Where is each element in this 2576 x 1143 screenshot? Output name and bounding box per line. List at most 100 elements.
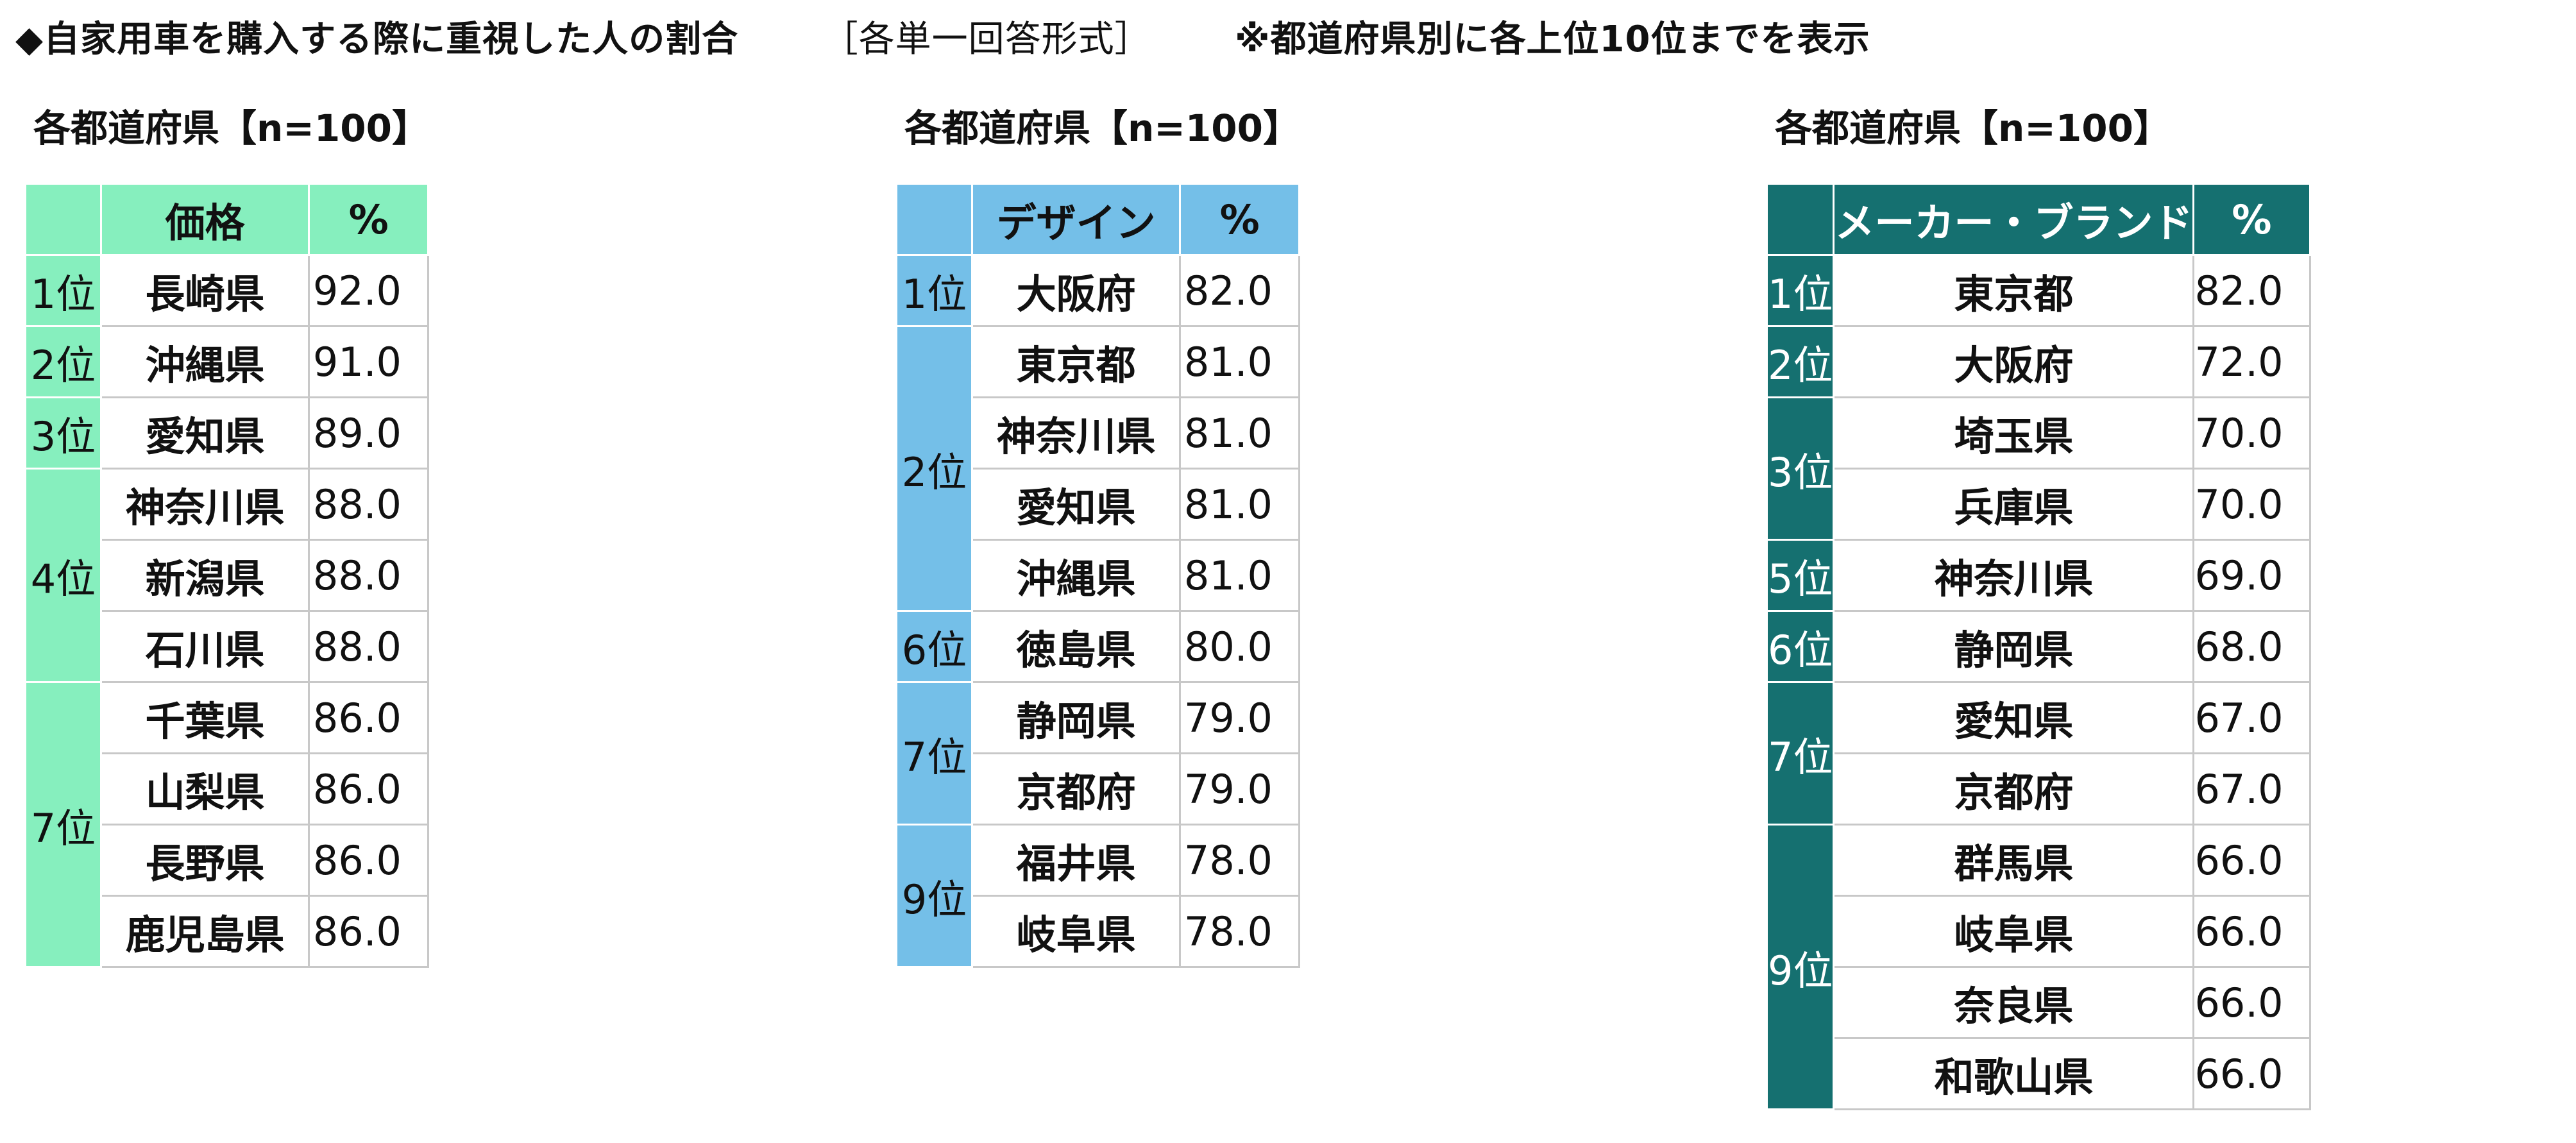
percent-cell: 82.0 xyxy=(1179,254,1300,327)
prefecture-cell: 沖縄県 xyxy=(99,325,310,398)
table-row: 奈良県 66.0 xyxy=(1767,966,2311,1039)
prefecture-cell: 千葉県 xyxy=(99,681,310,754)
prefecture-cell: 神奈川県 xyxy=(970,396,1182,470)
prefecture-cell: 静岡県 xyxy=(970,681,1182,754)
prefecture-cell: 新潟県 xyxy=(99,539,310,612)
column-header-item: 価格 xyxy=(99,183,310,256)
table-row: 山梨県 86.0 xyxy=(26,752,429,826)
prefecture-cell: 長崎県 xyxy=(99,254,310,327)
table-row: 石川県 88.0 xyxy=(26,610,429,683)
column-header-percent: % xyxy=(2192,183,2311,256)
column-header-percent: % xyxy=(1179,183,1300,256)
corner-cell xyxy=(24,183,102,256)
percent-cell: 70.0 xyxy=(2192,396,2311,470)
table-row: 長野県 86.0 xyxy=(26,824,429,897)
prefecture-cell: 東京都 xyxy=(970,325,1182,398)
percent-cell: 92.0 xyxy=(308,254,429,327)
table-row: 岐阜県 66.0 xyxy=(1767,895,2311,968)
design-ranking-table: デザイン % 1位 大阪府 82.0 2位 東京都 81.0 神奈川県 81.0 愛知県 81.0… xyxy=(895,183,1300,968)
prefecture-cell: 鹿児島県 xyxy=(99,895,310,968)
percent-cell: 89.0 xyxy=(308,396,429,470)
prefecture-cell: 愛知県 xyxy=(99,396,310,470)
percent-cell: 79.0 xyxy=(1179,681,1300,754)
percent-cell: 81.0 xyxy=(1179,396,1300,470)
table-row: 和歌山県 66.0 xyxy=(1767,1037,2311,1110)
percent-cell: 88.0 xyxy=(308,539,429,612)
table-row: 京都府 79.0 xyxy=(897,752,1300,826)
price-panel: 各都道府県【n=100】 価格 % 1位 長崎県 92.0 2位 沖縄県 91.0 3位 愛知… xyxy=(24,103,429,968)
table-row: 1位 東京都 82.0 xyxy=(1765,254,2311,327)
table-row: 7位 千葉県 86.0 xyxy=(24,681,429,968)
prefecture-cell: 沖縄県 xyxy=(970,539,1182,612)
rank-cell: 9位 xyxy=(1765,824,1835,1110)
percent-cell: 67.0 xyxy=(2192,752,2311,826)
table-row: 鹿児島県 86.0 xyxy=(26,895,429,968)
percent-cell: 88.0 xyxy=(308,610,429,683)
column-header-item: メーカー・ブランド xyxy=(1833,183,2195,256)
percent-cell: 81.0 xyxy=(1179,539,1300,612)
rank-cell: 1位 xyxy=(24,254,102,327)
percent-cell: 86.0 xyxy=(308,895,429,968)
percent-cell: 69.0 xyxy=(2192,539,2311,612)
prefecture-cell: 福井県 xyxy=(970,824,1182,897)
table-row: 神奈川県 81.0 xyxy=(897,396,1300,470)
page-title: ◆自家用車を購入する際に重視した人の割合 xyxy=(15,19,739,60)
rank-cell: 2位 xyxy=(895,325,973,612)
table-row: 兵庫県 70.0 xyxy=(1767,468,2311,541)
prefecture-cell: 兵庫県 xyxy=(1833,468,2195,541)
display-note: ※都道府県別に各上位10位までを表示 xyxy=(1235,19,1870,60)
percent-cell: 78.0 xyxy=(1179,895,1300,968)
percent-cell: 88.0 xyxy=(308,468,429,541)
table-row: 3位 埼玉県 70.0 xyxy=(1765,396,2311,541)
percent-cell: 81.0 xyxy=(1179,468,1300,541)
prefecture-cell: 京都府 xyxy=(970,752,1182,826)
table-row: 9位 福井県 78.0 xyxy=(895,824,1300,968)
rank-cell: 5位 xyxy=(1765,539,1835,612)
price-ranking-table: 価格 % 1位 長崎県 92.0 2位 沖縄県 91.0 3位 愛知県 89.0 4位 神奈川県 88… xyxy=(24,183,429,968)
rank-cell: 7位 xyxy=(895,681,973,826)
prefecture-cell: 石川県 xyxy=(99,610,310,683)
percent-cell: 72.0 xyxy=(2192,325,2311,398)
prefecture-cell: 徳島県 xyxy=(970,610,1182,683)
rank-cell: 7位 xyxy=(1765,681,1835,826)
rank-cell: 3位 xyxy=(1765,396,1835,541)
rank-cell: 9位 xyxy=(895,824,973,968)
rank-cell: 6位 xyxy=(895,610,973,683)
percent-cell: 66.0 xyxy=(2192,824,2311,897)
prefecture-cell: 京都府 xyxy=(1833,752,2195,826)
table-row: 6位 徳島県 80.0 xyxy=(895,610,1300,683)
table-row: 1位 長崎県 92.0 xyxy=(24,254,429,327)
rank-cell: 2位 xyxy=(1765,325,1835,398)
table-row: 2位 沖縄県 91.0 xyxy=(24,325,429,398)
percent-cell: 70.0 xyxy=(2192,468,2311,541)
table-row: 2位 東京都 81.0 xyxy=(895,325,1300,612)
prefecture-cell: 長野県 xyxy=(99,824,310,897)
rank-cell: 6位 xyxy=(1765,610,1835,683)
percent-cell: 66.0 xyxy=(2192,1037,2311,1110)
table-row: 5位 神奈川県 69.0 xyxy=(1765,539,2311,612)
rank-cell: 1位 xyxy=(895,254,973,327)
corner-cell xyxy=(1765,183,1835,256)
table-row: 2位 大阪府 72.0 xyxy=(1765,325,2311,398)
percent-cell: 78.0 xyxy=(1179,824,1300,897)
percent-cell: 81.0 xyxy=(1179,325,1300,398)
percent-cell: 86.0 xyxy=(308,681,429,754)
percent-cell: 82.0 xyxy=(2192,254,2311,327)
percent-cell: 86.0 xyxy=(308,824,429,897)
table-row: 7位 静岡県 79.0 xyxy=(895,681,1300,826)
prefecture-cell: 神奈川県 xyxy=(99,468,310,541)
prefecture-cell: 岐阜県 xyxy=(970,895,1182,968)
column-header-percent: % xyxy=(308,183,429,256)
table-row: 愛知県 81.0 xyxy=(897,468,1300,541)
prefecture-cell: 神奈川県 xyxy=(1833,539,2195,612)
table-row: 7位 愛知県 67.0 xyxy=(1765,681,2311,826)
prefecture-cell: 愛知県 xyxy=(970,468,1182,541)
prefecture-cell: 奈良県 xyxy=(1833,966,2195,1039)
rank-cell: 7位 xyxy=(24,681,102,968)
column-header-item: デザイン xyxy=(970,183,1182,256)
design-panel: 各都道府県【n=100】 デザイン % 1位 大阪府 82.0 2位 東京都 81.0 神奈… xyxy=(895,103,1300,968)
percent-cell: 66.0 xyxy=(2192,966,2311,1039)
panel-title: 各都道府県【n=100】 xyxy=(904,106,1300,150)
prefecture-cell: 群馬県 xyxy=(1833,824,2195,897)
percent-cell: 79.0 xyxy=(1179,752,1300,826)
